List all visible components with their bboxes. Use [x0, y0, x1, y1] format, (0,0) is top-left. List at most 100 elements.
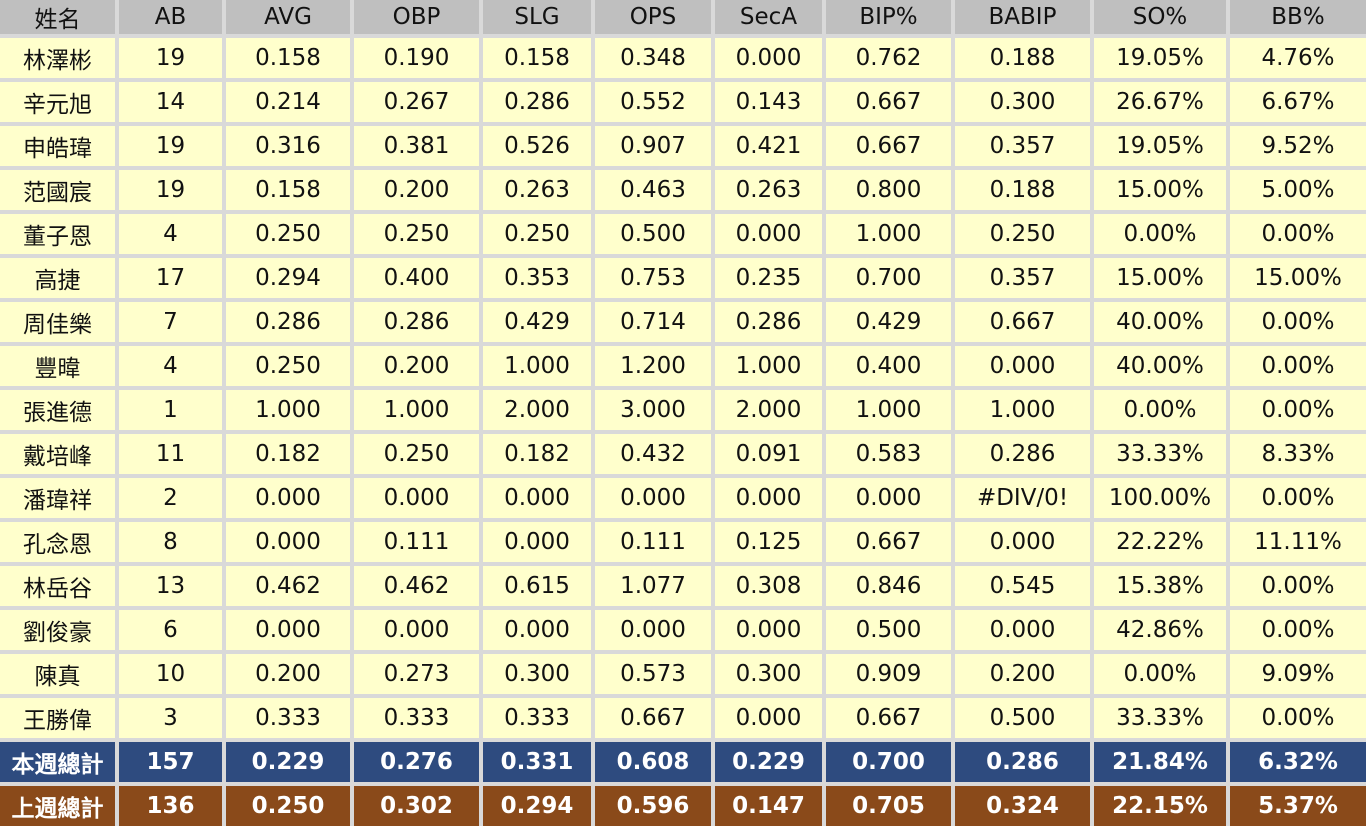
- cell-slg: 0.000: [483, 610, 595, 654]
- cell-obp: 0.200: [354, 170, 483, 214]
- cell-slg: 1.000: [483, 346, 595, 390]
- cell-bip-pct: 1.000: [826, 214, 955, 258]
- column-header-bb-pct: BB%: [1230, 0, 1366, 38]
- column-header-ops: OPS: [595, 0, 715, 38]
- cell-ab: 19: [119, 38, 226, 82]
- total-cell-bb-pct: 5.37%: [1230, 786, 1366, 826]
- header-row: 姓名 AB AVG OBP SLG OPS SecA BIP% BABIP SO% BB%: [0, 0, 1366, 38]
- cell-seca: 0.000: [715, 610, 826, 654]
- cell-obp: 0.250: [354, 214, 483, 258]
- cell-bb-pct: 0.00%: [1230, 390, 1366, 434]
- cell-so-pct: 26.67%: [1094, 82, 1230, 126]
- cell-bip-pct: 0.846: [826, 566, 955, 610]
- table-row: 王勝偉 3 0.333 0.333 0.333 0.667 0.000 0.667 0.500 3…: [0, 698, 1366, 742]
- cell-seca: 0.000: [715, 214, 826, 258]
- cell-slg: 0.333: [483, 698, 595, 742]
- cell-ab: 8: [119, 522, 226, 566]
- cell-seca: 0.091: [715, 434, 826, 478]
- cell-ops: 1.077: [595, 566, 715, 610]
- cell-bip-pct: 0.667: [826, 82, 955, 126]
- total-cell-player-name: 本週總計: [0, 742, 119, 786]
- cell-bb-pct: 4.76%: [1230, 38, 1366, 82]
- total-cell-obp: 0.302: [354, 786, 483, 826]
- column-header-so-pct: SO%: [1094, 0, 1230, 38]
- cell-babip: 0.200: [955, 654, 1094, 698]
- column-header-babip: BABIP: [955, 0, 1094, 38]
- cell-babip: #DIV/0!: [955, 478, 1094, 522]
- cell-babip: 0.300: [955, 82, 1094, 126]
- cell-bip-pct: 0.762: [826, 38, 955, 82]
- cell-seca: 0.235: [715, 258, 826, 302]
- cell-obp: 0.286: [354, 302, 483, 346]
- cell-player-name: 戴培峰: [0, 434, 119, 478]
- cell-avg: 1.000: [226, 390, 354, 434]
- cell-player-name: 高捷: [0, 258, 119, 302]
- cell-obp: 0.462: [354, 566, 483, 610]
- table-row: 劉俊豪 6 0.000 0.000 0.000 0.000 0.000 0.500 0.000 4…: [0, 610, 1366, 654]
- total-cell-player-name: 上週總計: [0, 786, 119, 826]
- total-cell-babip: 0.286: [955, 742, 1094, 786]
- column-header-seca: SecA: [715, 0, 826, 38]
- cell-obp: 0.273: [354, 654, 483, 698]
- cell-bip-pct: 1.000: [826, 390, 955, 434]
- cell-babip: 0.667: [955, 302, 1094, 346]
- cell-bb-pct: 9.09%: [1230, 654, 1366, 698]
- column-header-bip-pct: BIP%: [826, 0, 955, 38]
- cell-player-name: 張進德: [0, 390, 119, 434]
- cell-avg: 0.250: [226, 214, 354, 258]
- cell-seca: 1.000: [715, 346, 826, 390]
- cell-bip-pct: 0.667: [826, 126, 955, 170]
- total-cell-bip-pct: 0.700: [826, 742, 955, 786]
- cell-ops: 0.500: [595, 214, 715, 258]
- column-header-ab: AB: [119, 0, 226, 38]
- last-week-total-row: 上週總計 136 0.250 0.302 0.294 0.596 0.147 0.705 0.3…: [0, 786, 1366, 826]
- table-row: 潘瑋祥 2 0.000 0.000 0.000 0.000 0.000 0.000 #DIV/0…: [0, 478, 1366, 522]
- table-header: 姓名 AB AVG OBP SLG OPS SecA BIP% BABIP SO% BB%: [0, 0, 1366, 38]
- cell-player-name: 周佳樂: [0, 302, 119, 346]
- cell-bip-pct: 0.667: [826, 522, 955, 566]
- cell-bb-pct: 0.00%: [1230, 214, 1366, 258]
- cell-ab: 10: [119, 654, 226, 698]
- cell-ab: 2: [119, 478, 226, 522]
- total-cell-seca: 0.229: [715, 742, 826, 786]
- cell-ops: 3.000: [595, 390, 715, 434]
- cell-so-pct: 0.00%: [1094, 390, 1230, 434]
- cell-so-pct: 42.86%: [1094, 610, 1230, 654]
- total-cell-avg: 0.250: [226, 786, 354, 826]
- cell-obp: 0.250: [354, 434, 483, 478]
- cell-ops: 0.000: [595, 478, 715, 522]
- table-row: 林澤彬 19 0.158 0.190 0.158 0.348 0.000 0.762 0.188…: [0, 38, 1366, 82]
- cell-player-name: 申皓瑋: [0, 126, 119, 170]
- cell-slg: 0.000: [483, 522, 595, 566]
- cell-ops: 0.463: [595, 170, 715, 214]
- cell-so-pct: 40.00%: [1094, 346, 1230, 390]
- cell-ab: 4: [119, 346, 226, 390]
- this-week-total-row: 本週總計 157 0.229 0.276 0.331 0.608 0.229 0.700 0.2…: [0, 742, 1366, 786]
- cell-so-pct: 22.22%: [1094, 522, 1230, 566]
- table-row: 范國宸 19 0.158 0.200 0.263 0.463 0.263 0.800 0.188…: [0, 170, 1366, 214]
- cell-slg: 0.250: [483, 214, 595, 258]
- cell-bb-pct: 8.33%: [1230, 434, 1366, 478]
- cell-bb-pct: 9.52%: [1230, 126, 1366, 170]
- cell-ab: 7: [119, 302, 226, 346]
- cell-seca: 0.143: [715, 82, 826, 126]
- table-row: 戴培峰 11 0.182 0.250 0.182 0.432 0.091 0.583 0.286…: [0, 434, 1366, 478]
- cell-babip: 0.188: [955, 170, 1094, 214]
- cell-so-pct: 0.00%: [1094, 654, 1230, 698]
- cell-avg: 0.182: [226, 434, 354, 478]
- cell-bb-pct: 5.00%: [1230, 170, 1366, 214]
- cell-ab: 4: [119, 214, 226, 258]
- cell-so-pct: 0.00%: [1094, 214, 1230, 258]
- total-cell-babip: 0.324: [955, 786, 1094, 826]
- table-row: 董子恩 4 0.250 0.250 0.250 0.500 0.000 1.000 0.250 0…: [0, 214, 1366, 258]
- cell-babip: 0.188: [955, 38, 1094, 82]
- cell-slg: 0.263: [483, 170, 595, 214]
- cell-so-pct: 19.05%: [1094, 126, 1230, 170]
- cell-bip-pct: 0.909: [826, 654, 955, 698]
- total-cell-slg: 0.294: [483, 786, 595, 826]
- table-row: 孔念恩 8 0.000 0.111 0.000 0.111 0.125 0.667 0.000 2…: [0, 522, 1366, 566]
- cell-avg: 0.333: [226, 698, 354, 742]
- cell-bip-pct: 0.700: [826, 258, 955, 302]
- cell-babip: 0.000: [955, 522, 1094, 566]
- cell-ab: 13: [119, 566, 226, 610]
